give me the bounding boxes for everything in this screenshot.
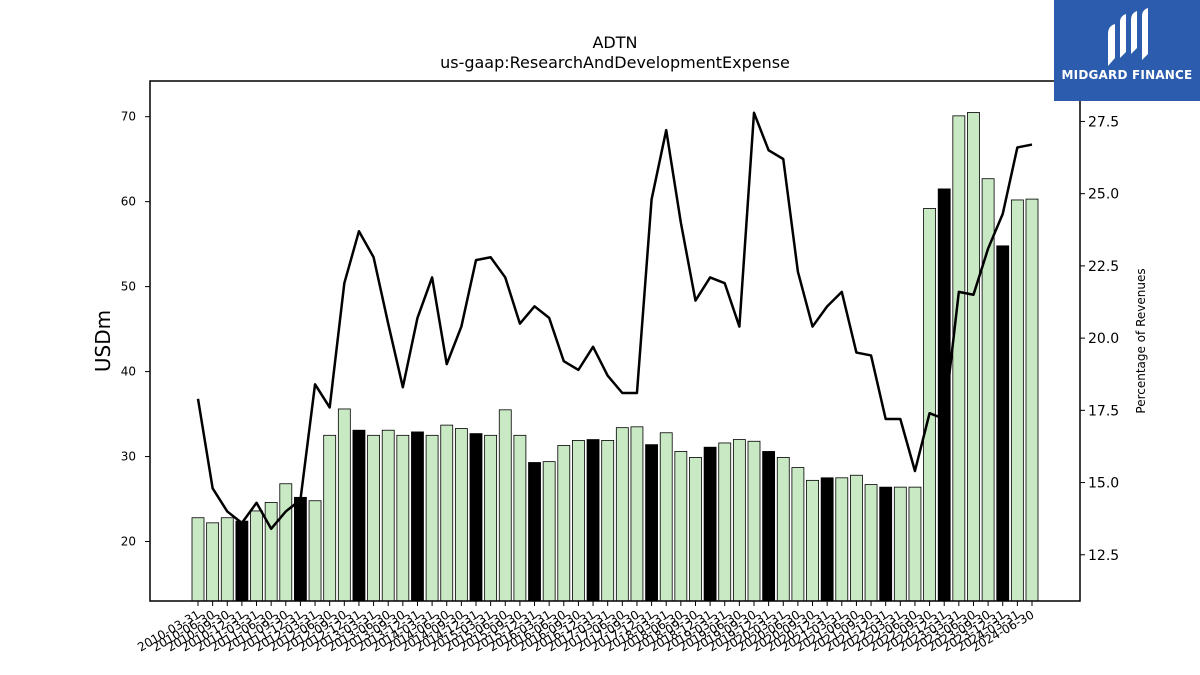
y-tick-label: 50 [121, 280, 136, 294]
bar [718, 442, 732, 602]
y-tick-label: 20 [121, 535, 136, 549]
plot-frame [149, 80, 1081, 602]
chart-title: ADTN [592, 33, 637, 52]
bar [367, 434, 380, 602]
bar [776, 457, 790, 602]
bar [893, 486, 907, 602]
bar [689, 457, 702, 602]
bar [908, 486, 922, 602]
left-axis: 20 30 40 50 60 70 [121, 110, 150, 549]
chart-subtitle: us-gaap:ResearchAndDevelopmentExpense [440, 53, 790, 72]
bar [396, 434, 410, 602]
bar [996, 245, 1010, 602]
y2-tick-label: 27.5 [1088, 114, 1119, 130]
ratio-line [196, 111, 1033, 531]
bar [791, 467, 805, 602]
bar [586, 439, 600, 602]
bar [220, 517, 234, 602]
y2-tick-label: 15.0 [1088, 476, 1119, 492]
bar [557, 445, 571, 602]
y2-tick-label: 17.5 [1088, 403, 1119, 419]
bar [645, 444, 658, 602]
bar [294, 496, 307, 602]
bar [323, 434, 337, 602]
bar [952, 115, 966, 602]
bar [732, 439, 746, 602]
bar [703, 446, 717, 602]
bar [411, 431, 424, 602]
bar [615, 427, 629, 602]
right-axis: 12.5 15.0 17.5 20.0 22.5 25.0 27.5 [1080, 114, 1119, 564]
bar [440, 424, 454, 602]
bar [235, 520, 249, 602]
y2-tick-label: 20.0 [1088, 331, 1119, 347]
y2-axis-label: Percentage of Revenues [1134, 268, 1148, 413]
y-tick-label: 30 [121, 450, 136, 464]
bar [601, 440, 615, 602]
bar [381, 429, 395, 602]
y2-tick-label: 12.5 [1088, 548, 1119, 564]
bar [937, 188, 951, 602]
line-series [196, 111, 1033, 531]
bar [967, 112, 980, 602]
bar-series [191, 112, 1039, 602]
bar [659, 432, 673, 602]
y2-tick-label: 22.5 [1088, 259, 1119, 275]
bar [820, 477, 834, 602]
bar [250, 510, 263, 602]
bar [762, 451, 776, 602]
bar [279, 483, 293, 602]
bar [469, 433, 483, 602]
bar [542, 461, 556, 602]
bar [850, 474, 863, 602]
bar [674, 451, 688, 602]
bar [835, 477, 849, 602]
bar [513, 434, 527, 602]
bar [572, 440, 585, 602]
bar [1025, 198, 1039, 602]
bar [191, 517, 205, 602]
brand-logo: MIDGARD FINANCE [1054, 0, 1200, 101]
bar [337, 408, 351, 602]
bar [308, 500, 322, 602]
bar [923, 208, 936, 602]
bar [528, 462, 541, 602]
bar [879, 486, 893, 602]
y-tick-label: 70 [121, 110, 136, 124]
bar [1010, 199, 1024, 602]
bar [498, 409, 512, 602]
y-tick-label: 40 [121, 365, 136, 379]
y-tick-label: 60 [121, 195, 136, 209]
x-axis: 2010-03-312010-06-302010-09-302010-12-31… [135, 601, 1037, 654]
bar [206, 522, 220, 602]
bar [864, 484, 878, 602]
bar [454, 428, 468, 602]
midgard-logo-icon [1108, 8, 1148, 66]
y2-tick-label: 25.0 [1088, 187, 1119, 203]
bar [264, 502, 278, 602]
bar [747, 440, 761, 602]
bar [981, 178, 995, 602]
bar [806, 479, 819, 602]
bar [630, 426, 644, 602]
bar [484, 434, 498, 602]
logo-text: MIDGARD FINANCE [1061, 68, 1193, 82]
bar [425, 434, 439, 602]
y-axis-label: USDm [91, 310, 115, 372]
bar [352, 429, 366, 602]
